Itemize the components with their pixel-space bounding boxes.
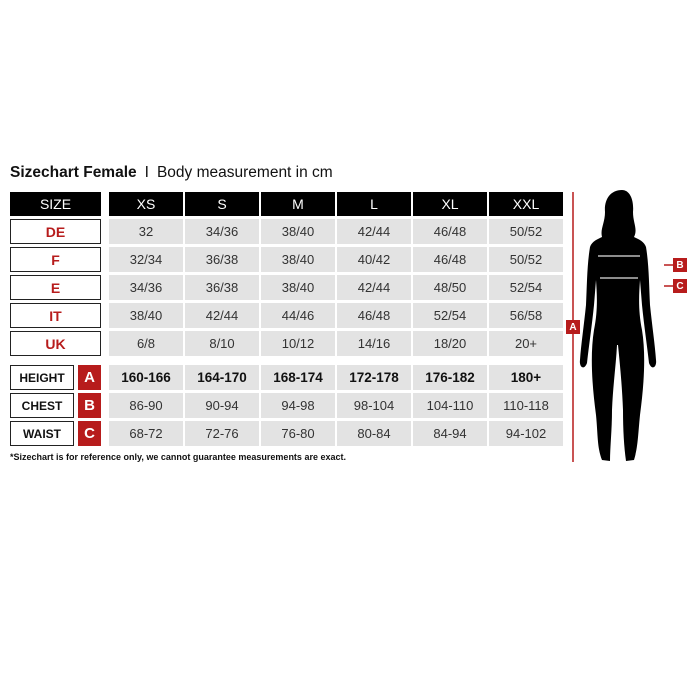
size-value-cell: 36/38: [185, 247, 259, 272]
size-column-header: L: [337, 192, 411, 216]
measurement-value-cell: 86-90: [109, 393, 183, 418]
size-value-cell: 44/46: [261, 303, 335, 328]
measurement-label: HEIGHT: [10, 365, 74, 390]
measurement-value-cell: 84-94: [413, 421, 487, 446]
size-value-cell: 34/36: [109, 275, 183, 300]
size-column-header: XXL: [489, 192, 563, 216]
size-value-cell: 50/52: [489, 247, 563, 272]
size-value-cell: 48/50: [413, 275, 487, 300]
chart-title: Sizechart Female I Body measurement in cm: [10, 164, 333, 182]
size-value-cell: 42/44: [337, 219, 411, 244]
chest-marker-badge: B: [673, 258, 687, 272]
size-system-label: IT: [10, 303, 101, 328]
size-column-header: S: [185, 192, 259, 216]
size-value-cell: 46/48: [413, 247, 487, 272]
measurement-value-cell: 160-166: [109, 365, 183, 390]
measurement-value-cell: 80-84: [337, 421, 411, 446]
size-value-cell: 40/42: [337, 247, 411, 272]
measurement-letter-badge: C: [78, 421, 101, 446]
height-marker-badge: A: [566, 320, 580, 334]
measurement-value-cell: 176-182: [413, 365, 487, 390]
size-value-cell: 14/16: [337, 331, 411, 356]
size-value-cell: 32: [109, 219, 183, 244]
measurement-value-cell: 68-72: [109, 421, 183, 446]
size-system-label: DE: [10, 219, 101, 244]
size-value-cell: 20+: [489, 331, 563, 356]
disclaimer-note: *Sizechart is for reference only, we can…: [10, 452, 346, 462]
woman-silhouette-icon: [579, 190, 657, 461]
size-value-cell: 52/54: [489, 275, 563, 300]
size-value-cell: 50/52: [489, 219, 563, 244]
size-column-header: XL: [413, 192, 487, 216]
size-system-label: E: [10, 275, 101, 300]
waist-marker-badge: C: [673, 279, 687, 293]
size-value-cell: 6/8: [109, 331, 183, 356]
size-system-label: F: [10, 247, 101, 272]
measurement-value-cell: 164-170: [185, 365, 259, 390]
size-value-cell: 18/20: [413, 331, 487, 356]
measurement-value-cell: 72-76: [185, 421, 259, 446]
size-header: SIZE: [10, 192, 101, 216]
measurement-value-cell: 94-98: [261, 393, 335, 418]
size-column-header: XS: [109, 192, 183, 216]
size-value-cell: 8/10: [185, 331, 259, 356]
measurement-value-cell: 104-110: [413, 393, 487, 418]
size-value-cell: 32/34: [109, 247, 183, 272]
size-value-cell: 38/40: [261, 275, 335, 300]
measurement-letter-badge: A: [78, 365, 101, 390]
size-value-cell: 46/48: [413, 219, 487, 244]
size-value-cell: 10/12: [261, 331, 335, 356]
size-value-cell: 56/58: [489, 303, 563, 328]
measurement-label: WAIST: [10, 421, 74, 446]
measurement-value-cell: 98-104: [337, 393, 411, 418]
title-main: Sizechart Female: [10, 164, 137, 181]
size-value-cell: 34/36: [185, 219, 259, 244]
size-value-cell: 38/40: [261, 219, 335, 244]
size-value-cell: 38/40: [261, 247, 335, 272]
size-value-cell: 42/44: [337, 275, 411, 300]
body-figure: [572, 190, 673, 462]
measurement-letter-badge: B: [78, 393, 101, 418]
measurement-label: CHEST: [10, 393, 74, 418]
size-value-cell: 42/44: [185, 303, 259, 328]
size-value-cell: 36/38: [185, 275, 259, 300]
measurement-value-cell: 90-94: [185, 393, 259, 418]
title-subtitle: Body measurement in cm: [156, 164, 333, 181]
measurement-value-cell: 76-80: [261, 421, 335, 446]
size-value-cell: 38/40: [109, 303, 183, 328]
measurement-value-cell: 168-174: [261, 365, 335, 390]
size-value-cell: 46/48: [337, 303, 411, 328]
size-system-label: UK: [10, 331, 101, 356]
title-separator: I: [144, 164, 149, 181]
measurement-value-cell: 110-118: [489, 393, 563, 418]
measurement-value-cell: 94-102: [489, 421, 563, 446]
size-column-header: M: [261, 192, 335, 216]
measurement-value-cell: 172-178: [337, 365, 411, 390]
size-value-cell: 52/54: [413, 303, 487, 328]
measurement-value-cell: 180+: [489, 365, 563, 390]
